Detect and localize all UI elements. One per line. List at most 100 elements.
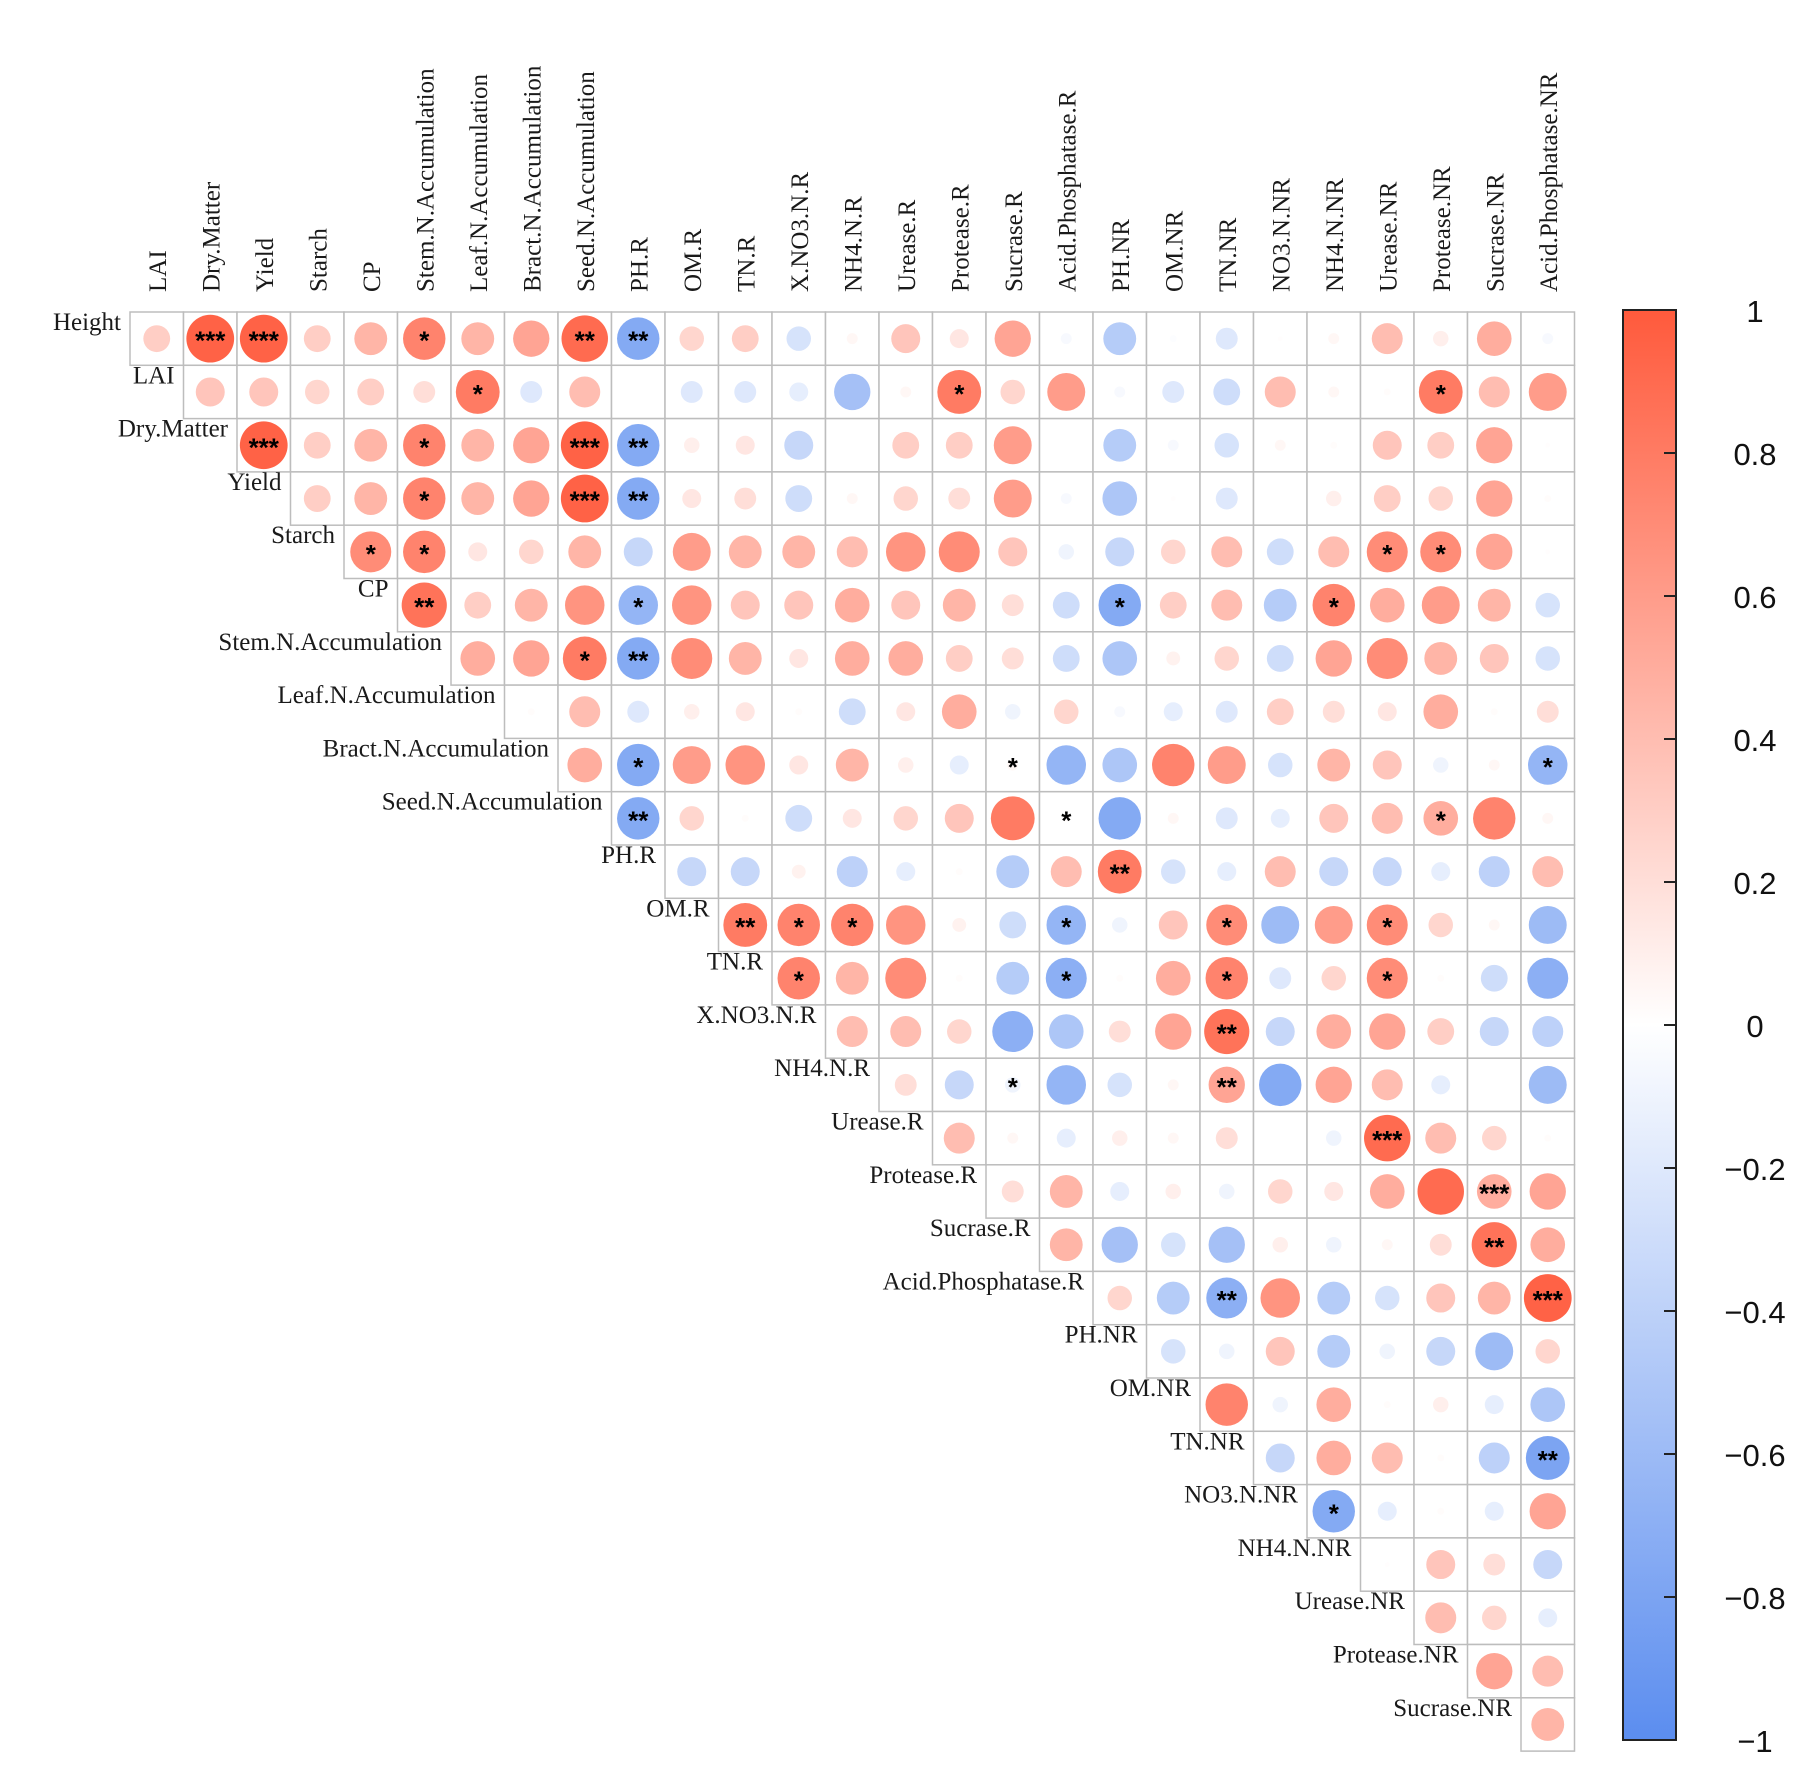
corr-circle-OM.R-Urease.NR	[1366, 904, 1408, 946]
corr-circle-NH4.N.NR-Protease.NR	[1426, 1550, 1456, 1580]
corr-circle-PH.R-Acid.Phosphatase.R	[1050, 856, 1082, 888]
corr-circle-Dry.Matter-PH.R	[617, 424, 660, 467]
corr-circle-Leaf.N.Accumulation-Urease.R	[896, 702, 916, 722]
corr-circle-Seed.N.Accumulation-TN.NR	[1215, 807, 1238, 830]
row-label-Height: Height	[53, 309, 121, 336]
significance-mark: **	[1217, 1019, 1238, 1049]
colorbar-tick-label: −0.6	[1724, 1438, 1785, 1473]
corr-circle-Height-Bract.N.Accumulation	[513, 320, 550, 357]
corr-circle-Urease.R-NH4.N.NR	[1326, 1130, 1342, 1146]
corr-circle-Protease.R-Acid.Phosphatase.NR	[1529, 1173, 1566, 1210]
corr-circle-TN.R-PH.NR	[1116, 974, 1124, 982]
corr-circle-Dry.Matter-TN.R	[735, 435, 755, 455]
corr-circle-NO3.N.NR-Sucrase.NR	[1484, 1501, 1504, 1521]
corr-circle-Yield-Acid.Phosphatase.R	[1060, 493, 1072, 505]
corr-circle-Sucrase.R-NO3.N.NR	[1272, 1237, 1288, 1253]
corr-circle-X.NO3.N.R-OM.NR	[1155, 1013, 1192, 1050]
corr-circle-Stem.N.Accumulation-Acid.Phosphatase.NR	[1535, 646, 1560, 671]
column-labels: LAI Dry.Matter Yield Starch CP Stem.N.Accumul…	[145, 65, 1563, 292]
column-label-Dry.Matter: Dry.Matter	[198, 181, 225, 292]
corr-circle-Leaf.N.Accumulation-NH4.N.R	[838, 698, 866, 726]
corr-circle-LAI-PH.NR	[1114, 386, 1126, 398]
significance-mark: ***	[1372, 1125, 1403, 1155]
corr-circle-OM.R-TN.R	[723, 903, 768, 947]
corr-circle-Seed.N.Accumulation-Protease.R	[944, 803, 974, 833]
corr-circle-Stem.N.Accumulation-OM.NR	[1166, 651, 1181, 666]
corr-circle-PH.NR-Protease.NR	[1426, 1336, 1456, 1366]
corr-circle-TN.R-Protease.R	[955, 974, 963, 982]
cell-Starch-Acid.Phosphatase.NR	[1520, 524, 1576, 580]
column-label-X.NO3.N.R: X.NO3.N.R	[787, 172, 814, 292]
significance-mark: *	[1436, 539, 1447, 569]
significance-mark: **	[628, 432, 649, 462]
corr-circle-Protease.R-Urease.NR	[1369, 1174, 1405, 1209]
row-label-NH4.N.NR: NH4.N.NR	[1238, 1535, 1352, 1562]
corr-circle-LAI-NO3.N.NR	[1264, 376, 1296, 408]
significance-mark: *	[1061, 912, 1072, 942]
corr-circle-Seed.N.Accumulation-X.NO3.N.R	[785, 804, 813, 832]
significance-mark: *	[794, 965, 805, 995]
corr-circle-Starch-TN.R	[728, 535, 762, 569]
corr-circle-Yield-NH4.N.R	[846, 493, 858, 505]
corr-circle-Height-NO3.N.NR	[1277, 336, 1283, 342]
corr-circle-Bract.N.Accumulation-Acid.Phosphatase.R	[1046, 745, 1087, 785]
corr-circle-Height-Stem.N.Accumulation	[403, 317, 446, 360]
corr-circle-OM.NR-Protease.NR	[1433, 1396, 1449, 1413]
corr-circle-LAI-Protease.NR	[1418, 370, 1463, 414]
column-label-Bract.N.Accumulation: Bract.N.Accumulation	[519, 65, 546, 292]
corr-circle-NO3.N.NR-Urease.NR	[1377, 1501, 1397, 1521]
corr-circle-OM.R-OM.NR	[1158, 910, 1188, 940]
corr-circle-Urease.R-Protease.NR	[1425, 1122, 1457, 1154]
significance-mark: *	[1061, 965, 1072, 995]
corr-circle-Acid.Phosphatase.R-OM.NR	[1156, 1281, 1190, 1315]
corr-circle-LAI-CP	[357, 378, 385, 406]
corr-circle-TN.R-Acid.Phosphatase.R	[1045, 957, 1087, 999]
corr-circle-Stem.N.Accumulation-X.NO3.N.R	[789, 648, 809, 668]
corr-circle-NH4.N.NR-Acid.Phosphatase.NR	[1533, 1550, 1563, 1580]
corr-circle-TN.NR-Urease.NR	[1371, 1442, 1403, 1474]
corr-circle-Acid.Phosphatase.R-Acid.Phosphatase.NR	[1523, 1274, 1572, 1322]
significance-mark: **	[1217, 1285, 1238, 1315]
corr-circle-Dry.Matter-Sucrase.NR	[1476, 427, 1513, 464]
corr-circle-Starch-PH.R	[623, 537, 653, 567]
corr-circle-Height-Yield	[239, 314, 288, 363]
significance-mark: *	[633, 592, 644, 622]
corr-circle-Leaf.N.Accumulation-OM.NR	[1163, 702, 1183, 722]
column-label-OM.R: OM.R	[680, 228, 707, 292]
corr-circle-Height-CP	[354, 322, 388, 356]
corr-circle-LAI-TN.R	[734, 380, 757, 403]
colorbar-tick-label: 0	[1746, 1009, 1763, 1044]
significance-mark: **	[628, 645, 649, 675]
corr-circle-OM.R-NO3.N.NR	[1261, 905, 1300, 944]
corr-circle-Height-LAI	[143, 325, 171, 353]
corr-circle-Dry.Matter-Yield	[239, 421, 288, 470]
row-label-Starch: Starch	[271, 522, 335, 549]
corr-circle-Starch-Leaf.N.Accumulation	[468, 542, 488, 562]
corr-circle-Bract.N.Accumulation-Seed.N.Accumulation	[567, 747, 603, 783]
corr-circle-NH4.N.R-Urease.R	[894, 1073, 917, 1096]
corr-circle-Urease.R-PH.NR	[1112, 1130, 1128, 1146]
corr-circle-Urease.R-Urease.NR	[1364, 1114, 1411, 1162]
corr-circle-Sucrase.R-NH4.N.NR	[1326, 1237, 1342, 1253]
corr-circle-Dry.Matter-PH.NR	[1103, 428, 1137, 462]
corr-circle-NH4.N.R-Urease.NR	[1371, 1069, 1403, 1101]
corr-circle-Height-Sucrase.NR	[1476, 321, 1512, 356]
corr-circle-TN.R-TN.NR	[1205, 957, 1248, 1000]
corr-circle-OM.R-Urease.R	[885, 905, 926, 945]
corr-circle-Yield-Stem.N.Accumulation	[403, 477, 446, 520]
corr-circle-PH.NR-TN.NR	[1219, 1343, 1235, 1360]
corr-circle-PH.NR-Sucrase.NR	[1475, 1332, 1514, 1371]
significance-mark: *	[580, 645, 591, 675]
corr-circle-CP-Acid.Phosphatase.R	[1052, 591, 1080, 619]
corr-circle-PH.R-Protease.NR	[1431, 862, 1451, 882]
corr-circle-Starch-CP	[350, 531, 392, 573]
corr-circle-X.NO3.N.R-NH4.N.R	[836, 1016, 868, 1048]
significance-mark: **	[628, 326, 649, 356]
corr-circle-LAI-NH4.N.R	[834, 373, 871, 411]
colorbar-tick-label: 0.6	[1733, 580, 1776, 615]
colorbar: 1 0.8 0.6 0.4 0.2 0 −0.2 −0.4 −0.6 −0.8 −1	[1622, 294, 1786, 1759]
row-label-Leaf.N.Accumulation: Leaf.N.Accumulation	[278, 682, 496, 709]
corr-circle-Protease.R-NH4.N.NR	[1324, 1181, 1344, 1201]
corr-circle-LAI-Sucrase.R	[1000, 379, 1025, 405]
row-label-PH.NR: PH.NR	[1065, 1322, 1138, 1349]
